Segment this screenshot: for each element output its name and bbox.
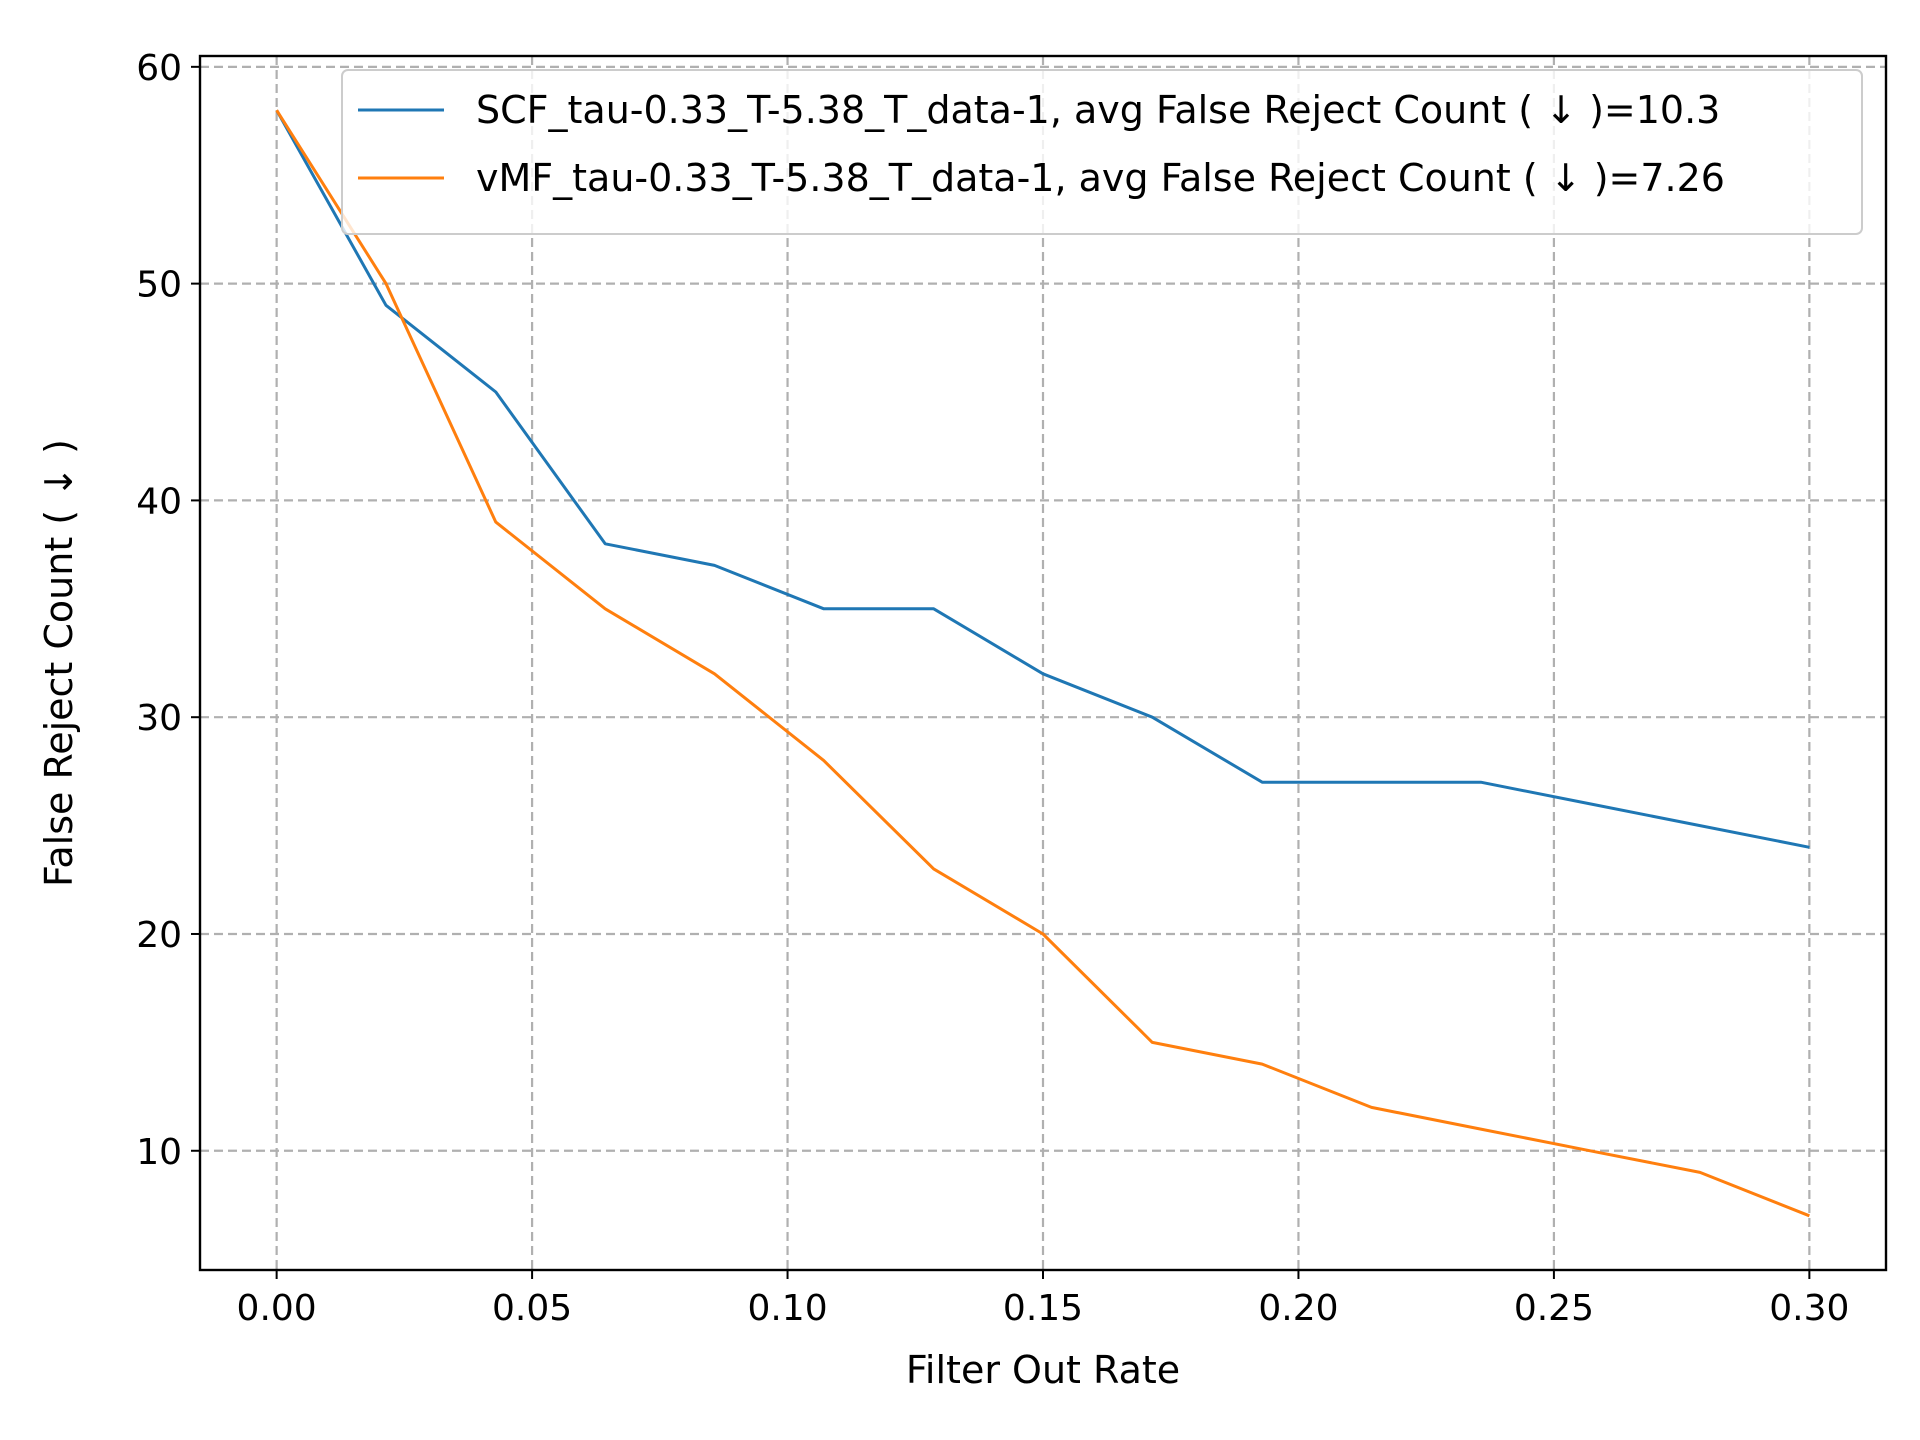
legend-label-2: vMF_tau-0.33_T-5.38_T_data-1, avg False … [476, 156, 1725, 200]
grid-lines [200, 56, 1886, 1270]
y-tick-label: 50 [136, 265, 182, 306]
legend-box [341, 69, 1863, 235]
x-tick-label: 0.00 [237, 1288, 317, 1329]
x-tick-label: 0.25 [1514, 1288, 1594, 1329]
series-line-1 [275, 109, 1810, 849]
series-line-2 [275, 109, 1810, 1218]
series-lines [275, 109, 1810, 1218]
y-tick-label: 40 [136, 481, 182, 522]
y-tick-label: 60 [136, 48, 182, 89]
x-tick-label: 0.05 [492, 1288, 572, 1329]
x-tick-label: 0.10 [747, 1288, 827, 1329]
legend-label-1: SCF_tau-0.33_T-5.38_T_data-1, avg False … [476, 88, 1720, 132]
x-tick-label: 0.20 [1258, 1288, 1338, 1329]
x-tick-label: 0.15 [1003, 1288, 1083, 1329]
y-axis-label: False Reject Count ( ↓ ) [37, 439, 81, 887]
y-tick-label: 30 [136, 698, 182, 739]
axis-ticks: 0.00 0.05 0.10 0.15 0.20 0.25 0.30 10 20 30 40 50 60 [136, 48, 1849, 1329]
legend: SCF_tau-0.33_T-5.38_T_data-1, avg False … [341, 69, 1863, 235]
x-axis-label: Filter Out Rate [906, 1348, 1180, 1392]
x-tick-label: 0.30 [1769, 1288, 1849, 1329]
y-tick-label: 20 [136, 915, 182, 956]
y-tick-label: 10 [136, 1132, 182, 1173]
